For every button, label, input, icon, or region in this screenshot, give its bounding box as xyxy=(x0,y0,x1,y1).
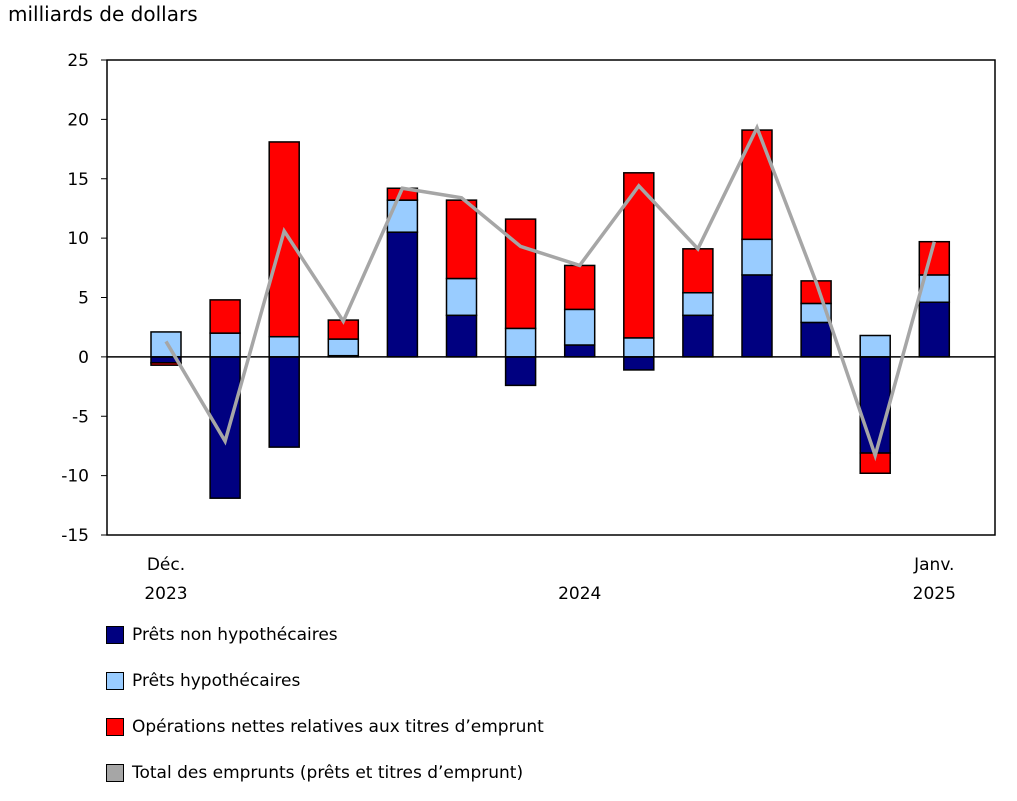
legend-swatch xyxy=(106,764,124,782)
bar-segment xyxy=(918,301,951,358)
bar-segment xyxy=(327,338,360,357)
bar-segment xyxy=(504,327,537,358)
bar-segment xyxy=(268,141,300,338)
legend-swatch xyxy=(106,626,124,644)
legend-swatch xyxy=(106,718,124,736)
y-tick-label: 10 xyxy=(67,229,89,249)
bar-segment xyxy=(741,274,773,358)
x-tick-label: 2024 xyxy=(558,584,601,604)
x-tick-label: 2025 xyxy=(913,584,956,604)
bar-segment xyxy=(800,321,832,358)
bar-segment xyxy=(268,356,300,448)
bar-segment xyxy=(563,308,596,346)
legend-swatch xyxy=(106,672,124,690)
total-line xyxy=(164,123,936,462)
bar-segment xyxy=(682,314,714,358)
legend-item: Prêts non hypothécaires xyxy=(106,625,338,645)
y-tick-label: 5 xyxy=(78,289,89,309)
bar-segment xyxy=(209,332,241,358)
bar-segment xyxy=(268,335,300,358)
bar-segment xyxy=(563,344,596,358)
bar-segment xyxy=(682,292,714,317)
y-tick-label: 25 xyxy=(67,51,89,71)
y-tick-label: -10 xyxy=(61,467,89,487)
legend-item: Prêts hypothécaires xyxy=(106,671,300,691)
bar-segment xyxy=(209,356,241,499)
bar-segment xyxy=(563,264,596,311)
legend-item: Opérations nettes relatives aux titres d… xyxy=(106,717,544,737)
bar-segment xyxy=(504,218,537,330)
x-tick-label: Janv. xyxy=(913,555,954,575)
bar-segment xyxy=(445,277,478,317)
legend-label: Total des emprunts (prêts et titres d’em… xyxy=(132,763,524,783)
bar-segment xyxy=(504,356,537,387)
bar-segment xyxy=(741,238,773,276)
y-tick-label: -15 xyxy=(61,526,89,546)
bar-segment xyxy=(859,334,891,358)
y-tick-label: -5 xyxy=(72,407,89,427)
legend-label: Opérations nettes relatives aux titres d… xyxy=(132,717,544,737)
bar-segment xyxy=(209,299,241,334)
x-tick-label: 2023 xyxy=(144,584,187,604)
x-tick-label: Déc. xyxy=(147,555,185,575)
bar-segment xyxy=(445,314,478,358)
legend-item: Total des emprunts (prêts et titres d’em… xyxy=(106,763,523,783)
bar-segment xyxy=(682,248,714,294)
legend-label: Prêts non hypothécaires xyxy=(132,625,338,645)
bar-segment xyxy=(150,362,182,366)
bar-segment xyxy=(859,356,891,454)
y-tick-label: 15 xyxy=(67,170,89,190)
y-tick-label: 0 xyxy=(78,348,89,368)
bar-segment xyxy=(623,337,655,358)
y-axis-label: milliards de dollars xyxy=(8,2,198,26)
bar-segment xyxy=(386,231,419,358)
bar-segment xyxy=(445,199,478,280)
bar-segment xyxy=(623,356,655,371)
legend-label: Prêts hypothécaires xyxy=(132,671,301,691)
y-tick-label: 20 xyxy=(67,110,89,130)
